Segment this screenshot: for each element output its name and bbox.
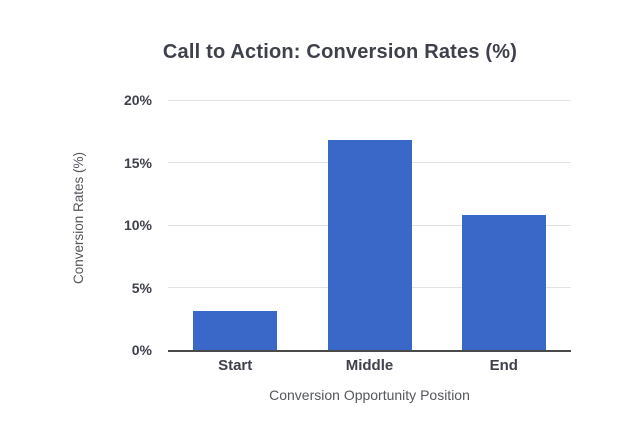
bar-middle (327, 140, 412, 350)
y-tick-label-5: 5% (131, 279, 152, 296)
x-axis-title: Conversion Opportunity Position (269, 387, 470, 403)
y-tick-label-20: 20% (123, 92, 152, 108)
plot-area (168, 99, 571, 352)
y-tick-label-10: 10% (123, 217, 152, 233)
bar-end (461, 215, 546, 350)
chart-title: Call to Action: Conversion Rates (%) (162, 41, 518, 63)
gridline-20 (168, 99, 571, 101)
x-axis-tick-labels: Start Middle End (168, 356, 571, 376)
x-tick-label-middle: Middle (345, 357, 394, 374)
y-tick-label-0: 0% (131, 342, 152, 358)
y-tick-label-15: 15% (123, 154, 152, 171)
x-tick-label-start: Start (218, 357, 253, 374)
x-tick-label-end: End (489, 357, 518, 374)
bar-start (193, 311, 278, 350)
y-axis-tick-labels: 0% 5% 10% 15% 20% (0, 92, 152, 358)
